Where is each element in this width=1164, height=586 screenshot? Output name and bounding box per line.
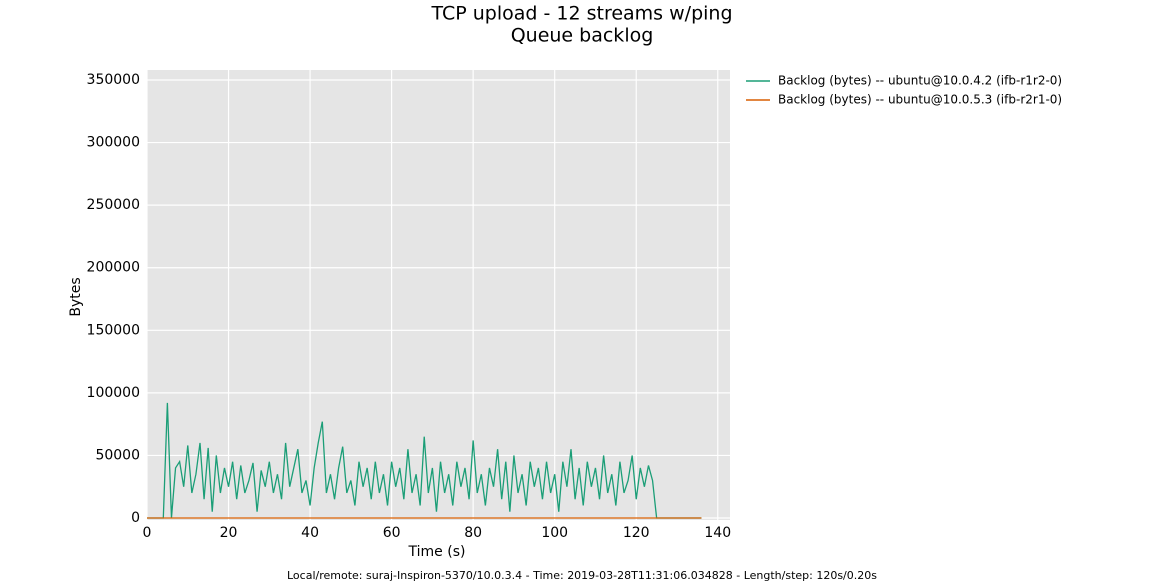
x-tick-label: 120 — [623, 525, 650, 541]
plot-area — [147, 70, 730, 520]
chart-title: TCP upload - 12 streams w/ping — [430, 3, 732, 25]
footer: Local/remote: suraj-Inspiron-5370/10.0.3… — [287, 569, 877, 582]
x-tick-label: 140 — [704, 525, 731, 541]
x-tick-label: 0 — [143, 525, 152, 541]
legend-label: Backlog (bytes) -- ubuntu@10.0.4.2 (ifb-… — [778, 74, 1062, 88]
y-tick-label: 0 — [131, 510, 140, 526]
x-tick-label: 100 — [541, 525, 568, 541]
y-tick-label: 100000 — [87, 385, 140, 401]
x-tick-label: 80 — [464, 525, 482, 541]
y-tick-label: 50000 — [95, 447, 140, 463]
chart-subtitle: Queue backlog — [511, 25, 654, 47]
y-tick-label: 200000 — [87, 260, 140, 276]
y-tick-label: 150000 — [87, 322, 140, 338]
x-axis-label: Time (s) — [408, 544, 466, 560]
x-tick-label: 60 — [383, 525, 401, 541]
legend-label: Backlog (bytes) -- ubuntu@10.0.5.3 (ifb-… — [778, 93, 1062, 107]
y-axis-label: Bytes — [68, 277, 84, 316]
y-tick-label: 350000 — [87, 72, 140, 88]
x-tick-label: 20 — [220, 525, 238, 541]
data-line — [147, 402, 702, 519]
y-tick-label: 250000 — [87, 197, 140, 213]
y-tick-label: 300000 — [87, 135, 140, 151]
x-tick-label: 40 — [301, 525, 319, 541]
